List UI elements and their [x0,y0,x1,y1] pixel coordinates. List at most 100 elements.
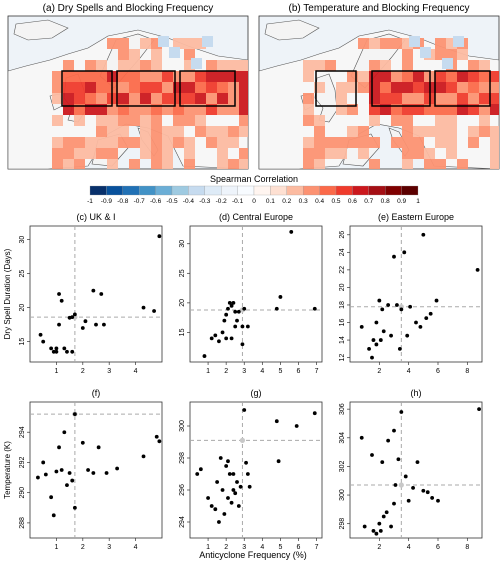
correlation-cell [74,159,85,169]
colorbar-tick-label: 1 [416,198,420,205]
y-axis-label-top: Dry Spell Duration (Days) [3,248,12,339]
correlation-cell [74,93,85,104]
correlation-cell [184,93,195,104]
correlation-cell [369,93,380,104]
data-point [371,338,376,342]
data-point [434,298,439,303]
data-point [206,496,210,500]
correlation-cell [195,104,206,115]
data-point [389,333,393,338]
x-tick-label: 5 [278,544,282,551]
correlation-cell [303,115,314,126]
correlation-cell [63,71,74,82]
data-point [229,336,234,341]
correlation-cell [228,60,239,71]
colorbar-swatch [253,185,271,196]
correlation-cell [85,104,96,115]
correlation-cell [347,71,358,82]
correlation-cell [490,82,499,93]
data-point [62,430,67,435]
correlation-cell [358,148,369,159]
data-point [51,349,56,354]
x-tick-label: 2 [81,368,85,375]
correlation-cell [358,71,369,82]
correlation-cell [107,38,118,49]
x-tick-label: 7 [315,544,319,551]
correlation-cell [74,115,85,126]
y-tick-label: 20 [19,304,26,312]
correlation-cell [162,137,173,148]
correlation-cell [63,137,74,148]
correlation-cell [162,82,173,93]
x-tick-label: 1 [206,544,210,551]
colorbar-tick-label: 0.8 [381,198,390,205]
data-point [65,483,69,488]
correlation-cell [52,159,63,169]
correlation-cell [184,60,195,71]
correlation-cell [424,126,435,137]
correlation-cell [217,148,228,159]
scatter-title: (f) [92,388,101,398]
scatter-panel-4: (f) 1 2 3 4 288 290 292 294 [19,388,163,551]
correlation-cell [63,60,74,71]
data-point [209,504,214,508]
data-point [418,325,423,329]
data-point [231,472,236,476]
data-point [41,339,46,344]
data-point [72,505,77,510]
correlation-cell [195,93,206,104]
x-tick-label: 6 [297,368,301,375]
correlation-cell [490,104,499,115]
correlation-cell [162,71,173,82]
colorbar-tick-label: -0.1 [232,198,244,205]
correlation-cell [85,71,96,82]
correlation-cell [206,126,217,137]
plot-frame [189,401,323,539]
data-point [70,349,75,354]
data-point [198,467,203,472]
correlation-cell [96,126,107,137]
correlation-cell [96,93,107,104]
y-tick-label: 290 [19,487,26,499]
correlation-cell [217,71,228,82]
region-box-uk-b [315,70,357,107]
correlation-cell [118,137,129,148]
correlation-cell [413,126,424,137]
correlation-cell [314,82,325,93]
correlation-cell [129,93,140,104]
correlation-cell [173,82,184,93]
correlation-cell [479,115,490,126]
correlation-cell [151,49,162,60]
data-point [229,500,234,505]
correlation-cell [140,82,151,93]
correlation-cell [413,148,424,159]
data-point [224,312,229,317]
colorbar-swatch [352,185,369,196]
y-tick-label: 12 [339,354,346,362]
data-point [392,254,396,259]
x-tick-label: 2 [81,544,85,551]
data-point [477,407,481,412]
data-point [238,484,243,489]
correlation-cell [140,71,151,82]
correlation-cell [228,82,239,93]
correlation-cell [96,82,107,93]
correlation-cell [391,104,402,115]
correlation-cell [107,159,118,169]
data-point [99,292,104,296]
data-point [374,320,379,325]
correlation-cell [468,137,479,148]
correlation-cell [314,115,325,126]
correlation-cell [52,82,63,93]
colorbar-tick-label: -0.3 [199,198,211,205]
correlation-cell [151,159,162,169]
colorbar-swatch [319,185,337,196]
data-point [389,524,393,529]
correlation-cell [380,71,391,82]
correlation-cell [380,60,391,71]
correlation-cell [52,137,63,148]
y-tick-label: 22 [339,266,346,274]
correlation-cell [479,71,490,82]
correlation-cell [490,148,499,159]
x-tick-label: 4 [260,368,264,375]
